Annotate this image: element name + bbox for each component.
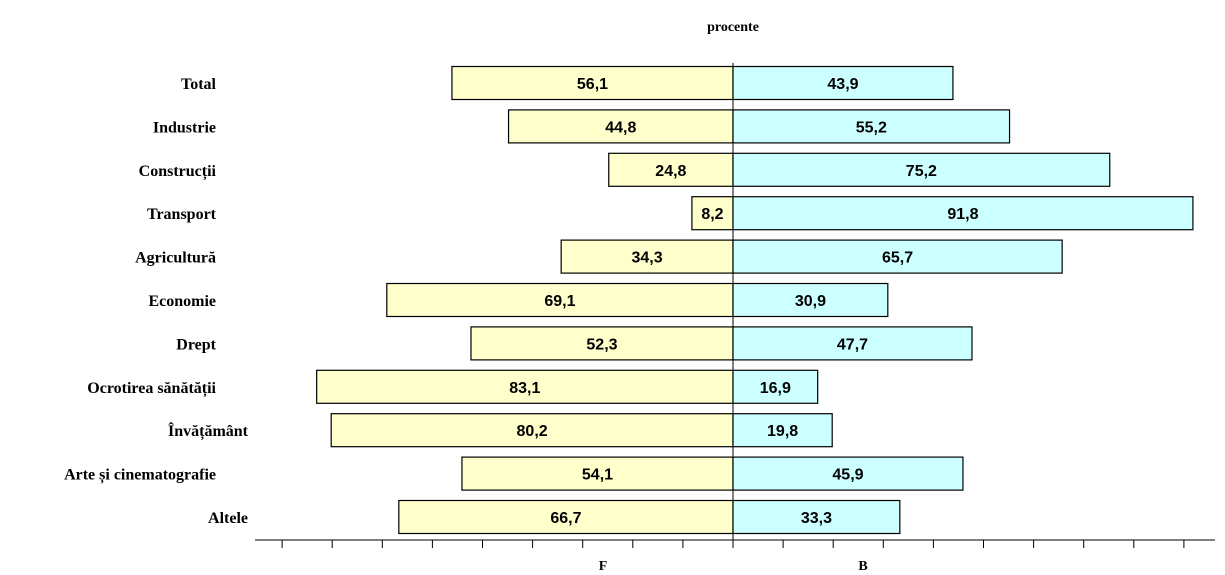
data-label-b-industrie: 55,2	[856, 119, 887, 136]
bar-f-invatamant	[330, 413, 734, 448]
data-label-b-drept: 47,7	[837, 336, 868, 353]
category-label-invatamant: Învățământ	[168, 421, 249, 441]
data-label-f-invatamant: 80,2	[517, 423, 548, 440]
bar-b-invatamant	[732, 413, 833, 448]
data-label-f-economie: 69,1	[544, 293, 575, 310]
bar-f-arte-si-cinematografie	[461, 456, 734, 491]
data-label-b-agricultura: 65,7	[882, 250, 913, 267]
chart-title: procente	[707, 20, 759, 35]
category-label-constructii: Construcții	[139, 163, 217, 181]
category-label-ocrotirea-sanatatii: Ocrotirea sănătății	[87, 380, 216, 398]
category-label-arte-si-cinematografie: Arte și cinematografie	[64, 467, 216, 485]
x-axis	[255, 539, 1215, 548]
x-axis-ticks	[281, 540, 1185, 548]
x-axis-label-b: B	[858, 559, 867, 574]
bar-b-total	[732, 65, 954, 101]
bar-b-constructii	[732, 152, 1111, 187]
data-label-f-ocrotirea-sanatatii: 83,1	[509, 380, 540, 397]
bar-f-agricultura	[560, 239, 734, 274]
data-label-f-constructii: 24,8	[655, 163, 686, 180]
data-label-b-constructii: 75,2	[906, 163, 937, 180]
labels-layer: Total Industrie Construcții Transport Agricu…	[64, 76, 979, 527]
data-label-f-total: 56,1	[577, 76, 608, 93]
bar-f-drept	[470, 326, 734, 361]
category-label-drept: Drept	[176, 336, 216, 353]
data-label-b-invatamant: 19,8	[767, 423, 798, 440]
bar-f-total	[451, 65, 734, 101]
bar-b-arte-si-cinematografie	[732, 456, 964, 491]
data-label-b-economie: 30,9	[795, 293, 826, 310]
data-label-f-altele: 66,7	[550, 510, 581, 527]
category-label-industrie: Industrie	[153, 119, 216, 136]
category-label-transport: Transport	[147, 206, 217, 223]
data-label-b-arte-si-cinematografie: 45,9	[832, 467, 863, 484]
bar-f-industrie	[507, 109, 734, 144]
data-label-f-industrie: 44,8	[605, 119, 636, 136]
data-label-f-transport: 8,2	[701, 206, 723, 223]
bar-b-ocrotirea-sanatatii	[732, 369, 819, 404]
bar-f-ocrotirea-sanatatii	[316, 369, 734, 404]
bar-b-transport	[732, 196, 1194, 231]
bar-f-constructii	[608, 152, 734, 187]
category-label-total: Total	[181, 76, 217, 93]
category-label-economie: Economie	[148, 293, 216, 310]
data-label-b-total: 43,9	[827, 76, 858, 93]
x-axis-label-f: F	[599, 559, 608, 574]
data-label-b-ocrotirea-sanatatii: 16,9	[760, 380, 791, 397]
bar-b-industrie	[732, 109, 1011, 144]
data-label-b-altele: 33,3	[801, 510, 832, 527]
data-label-f-arte-si-cinematografie: 54,1	[582, 467, 613, 484]
category-label-altele: Altele	[208, 510, 248, 527]
data-label-f-drept: 52,3	[586, 336, 617, 353]
data-label-b-transport: 91,8	[947, 206, 978, 223]
bars-layer	[316, 65, 1194, 535]
data-label-f-agricultura: 34,3	[632, 250, 663, 267]
bar-b-altele	[732, 499, 901, 535]
category-label-agricultura: Agricultură	[135, 250, 216, 267]
bar-f-economie	[386, 282, 734, 318]
